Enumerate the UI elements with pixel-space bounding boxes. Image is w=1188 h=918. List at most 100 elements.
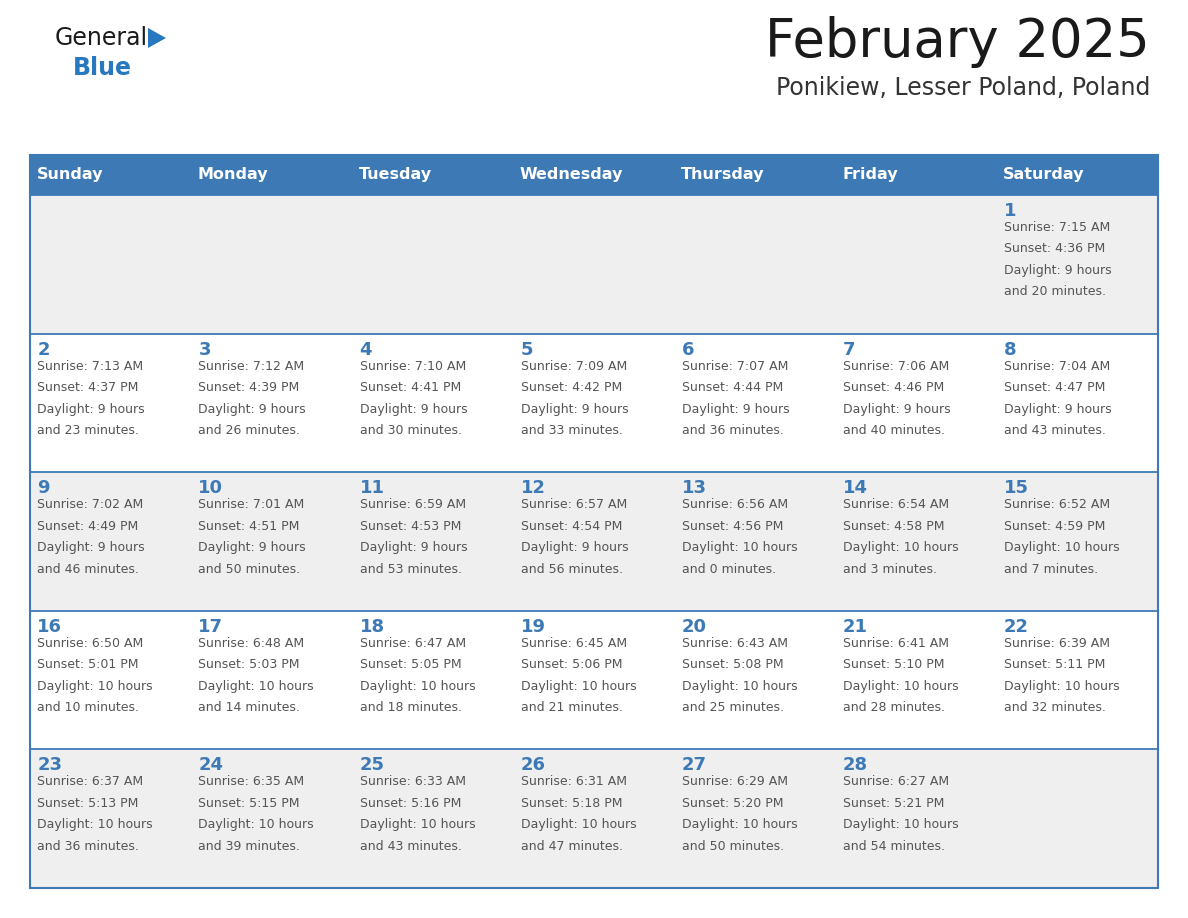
Text: Sunrise: 6:37 AM: Sunrise: 6:37 AM — [37, 776, 144, 789]
Text: Sunset: 5:11 PM: Sunset: 5:11 PM — [1004, 658, 1106, 671]
Text: Daylight: 10 hours: Daylight: 10 hours — [682, 679, 797, 693]
Text: Sunset: 5:03 PM: Sunset: 5:03 PM — [198, 658, 299, 671]
Text: Saturday: Saturday — [1004, 167, 1085, 183]
Text: Sunset: 5:08 PM: Sunset: 5:08 PM — [682, 658, 783, 671]
Text: Sunrise: 6:39 AM: Sunrise: 6:39 AM — [1004, 637, 1110, 650]
Bar — [30, 610, 1158, 749]
Text: Sunset: 5:10 PM: Sunset: 5:10 PM — [843, 658, 944, 671]
Text: 5: 5 — [520, 341, 533, 359]
Text: 13: 13 — [682, 479, 707, 498]
Text: Sunrise: 6:56 AM: Sunrise: 6:56 AM — [682, 498, 788, 511]
Text: and 36 minutes.: and 36 minutes. — [37, 840, 139, 853]
Text: Daylight: 10 hours: Daylight: 10 hours — [520, 818, 637, 832]
Text: Sunrise: 6:45 AM: Sunrise: 6:45 AM — [520, 637, 627, 650]
Text: Sunset: 4:36 PM: Sunset: 4:36 PM — [1004, 242, 1105, 255]
Text: Sunrise: 6:48 AM: Sunrise: 6:48 AM — [198, 637, 304, 650]
Text: 21: 21 — [843, 618, 868, 636]
Text: and 18 minutes.: and 18 minutes. — [360, 701, 461, 714]
Text: Daylight: 10 hours: Daylight: 10 hours — [1004, 679, 1120, 693]
Text: and 20 minutes.: and 20 minutes. — [1004, 285, 1106, 298]
Text: Monday: Monday — [197, 167, 268, 183]
Text: Sunrise: 6:33 AM: Sunrise: 6:33 AM — [360, 776, 466, 789]
Text: Daylight: 9 hours: Daylight: 9 hours — [198, 542, 307, 554]
Text: General: General — [55, 26, 148, 50]
Text: 12: 12 — [520, 479, 545, 498]
Text: February 2025: February 2025 — [765, 16, 1150, 68]
Text: Ponikiew, Lesser Poland, Poland: Ponikiew, Lesser Poland, Poland — [776, 76, 1150, 100]
Text: 20: 20 — [682, 618, 707, 636]
Text: and 7 minutes.: and 7 minutes. — [1004, 563, 1098, 576]
Text: 24: 24 — [198, 756, 223, 775]
Text: Sunset: 5:18 PM: Sunset: 5:18 PM — [520, 797, 623, 810]
Text: Daylight: 10 hours: Daylight: 10 hours — [37, 818, 153, 832]
Text: and 56 minutes.: and 56 minutes. — [520, 563, 623, 576]
Text: Sunset: 5:16 PM: Sunset: 5:16 PM — [360, 797, 461, 810]
Text: Daylight: 10 hours: Daylight: 10 hours — [682, 542, 797, 554]
Text: 19: 19 — [520, 618, 545, 636]
Text: Daylight: 10 hours: Daylight: 10 hours — [843, 542, 959, 554]
Text: Sunrise: 7:09 AM: Sunrise: 7:09 AM — [520, 360, 627, 373]
Text: Sunrise: 6:29 AM: Sunrise: 6:29 AM — [682, 776, 788, 789]
Text: and 14 minutes.: and 14 minutes. — [198, 701, 301, 714]
Text: Sunset: 4:59 PM: Sunset: 4:59 PM — [1004, 520, 1106, 532]
Text: Daylight: 10 hours: Daylight: 10 hours — [843, 679, 959, 693]
Text: and 25 minutes.: and 25 minutes. — [682, 701, 784, 714]
Text: and 23 minutes.: and 23 minutes. — [37, 424, 139, 437]
Text: Thursday: Thursday — [681, 167, 765, 183]
Text: and 46 minutes.: and 46 minutes. — [37, 563, 139, 576]
Text: Sunset: 4:58 PM: Sunset: 4:58 PM — [843, 520, 944, 532]
Text: and 10 minutes.: and 10 minutes. — [37, 701, 139, 714]
Bar — [30, 195, 1158, 333]
Text: Sunset: 4:53 PM: Sunset: 4:53 PM — [360, 520, 461, 532]
Text: and 43 minutes.: and 43 minutes. — [1004, 424, 1106, 437]
Text: 28: 28 — [843, 756, 868, 775]
Text: Sunrise: 7:10 AM: Sunrise: 7:10 AM — [360, 360, 466, 373]
Text: 8: 8 — [1004, 341, 1017, 359]
Text: Sunset: 5:21 PM: Sunset: 5:21 PM — [843, 797, 944, 810]
Text: 26: 26 — [520, 756, 545, 775]
Text: Daylight: 10 hours: Daylight: 10 hours — [520, 679, 637, 693]
Text: and 0 minutes.: and 0 minutes. — [682, 563, 776, 576]
Polygon shape — [148, 28, 166, 48]
Text: Daylight: 9 hours: Daylight: 9 hours — [1004, 403, 1112, 416]
Text: Sunset: 4:51 PM: Sunset: 4:51 PM — [198, 520, 299, 532]
Bar — [30, 155, 1158, 195]
Text: and 32 minutes.: and 32 minutes. — [1004, 701, 1106, 714]
Text: Daylight: 9 hours: Daylight: 9 hours — [360, 403, 467, 416]
Text: 25: 25 — [360, 756, 385, 775]
Text: Sunset: 4:37 PM: Sunset: 4:37 PM — [37, 381, 139, 394]
Text: Sunset: 5:15 PM: Sunset: 5:15 PM — [198, 797, 299, 810]
Text: Daylight: 10 hours: Daylight: 10 hours — [198, 679, 314, 693]
Text: Sunset: 4:46 PM: Sunset: 4:46 PM — [843, 381, 944, 394]
Text: and 54 minutes.: and 54 minutes. — [843, 840, 944, 853]
Text: 14: 14 — [843, 479, 868, 498]
Text: and 53 minutes.: and 53 minutes. — [360, 563, 461, 576]
Text: Daylight: 10 hours: Daylight: 10 hours — [360, 679, 475, 693]
Text: Sunrise: 6:41 AM: Sunrise: 6:41 AM — [843, 637, 949, 650]
Text: Sunset: 5:05 PM: Sunset: 5:05 PM — [360, 658, 461, 671]
Text: Sunrise: 7:13 AM: Sunrise: 7:13 AM — [37, 360, 144, 373]
Text: Sunrise: 6:59 AM: Sunrise: 6:59 AM — [360, 498, 466, 511]
Text: Sunrise: 7:02 AM: Sunrise: 7:02 AM — [37, 498, 144, 511]
Text: 15: 15 — [1004, 479, 1029, 498]
Bar — [30, 749, 1158, 888]
Text: and 47 minutes.: and 47 minutes. — [520, 840, 623, 853]
Text: 7: 7 — [843, 341, 855, 359]
Text: Sunrise: 7:07 AM: Sunrise: 7:07 AM — [682, 360, 788, 373]
Text: Sunrise: 6:52 AM: Sunrise: 6:52 AM — [1004, 498, 1111, 511]
Bar — [30, 333, 1158, 472]
Text: and 30 minutes.: and 30 minutes. — [360, 424, 461, 437]
Text: Daylight: 10 hours: Daylight: 10 hours — [360, 818, 475, 832]
Text: 10: 10 — [198, 479, 223, 498]
Text: 4: 4 — [360, 341, 372, 359]
Text: Sunset: 4:44 PM: Sunset: 4:44 PM — [682, 381, 783, 394]
Text: Daylight: 9 hours: Daylight: 9 hours — [520, 542, 628, 554]
Text: 3: 3 — [198, 341, 211, 359]
Text: Daylight: 9 hours: Daylight: 9 hours — [360, 542, 467, 554]
Text: Sunrise: 6:47 AM: Sunrise: 6:47 AM — [360, 637, 466, 650]
Bar — [30, 155, 1158, 888]
Text: Sunset: 4:42 PM: Sunset: 4:42 PM — [520, 381, 623, 394]
Text: 18: 18 — [360, 618, 385, 636]
Text: Sunset: 5:06 PM: Sunset: 5:06 PM — [520, 658, 623, 671]
Text: Sunrise: 7:04 AM: Sunrise: 7:04 AM — [1004, 360, 1111, 373]
